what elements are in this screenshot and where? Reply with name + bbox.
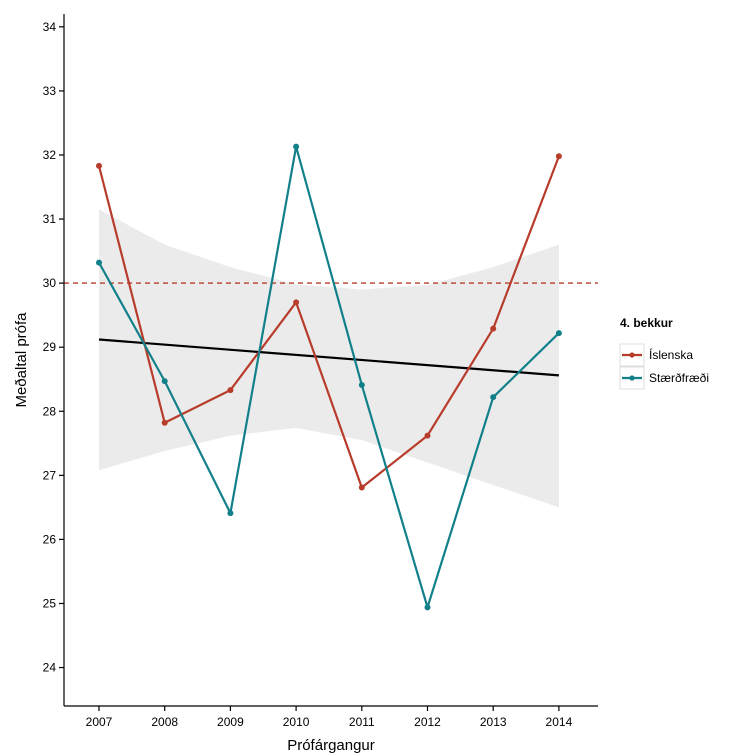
x-tick-label: 2014 xyxy=(546,715,573,729)
axes xyxy=(63,14,598,707)
data-point xyxy=(555,153,562,160)
data-point xyxy=(358,484,365,491)
y-tick-label: 24 xyxy=(43,661,57,675)
y-tick-label: 31 xyxy=(43,212,57,226)
y-tick-label: 28 xyxy=(43,404,57,418)
data-point xyxy=(490,325,497,332)
y-tick-label: 25 xyxy=(43,596,57,610)
data-point xyxy=(227,387,234,394)
legend-title: 4. bekkur xyxy=(620,316,673,330)
y-tick-label: 30 xyxy=(43,276,57,290)
trend-line xyxy=(98,338,559,377)
x-tick-label: 2010 xyxy=(283,715,310,729)
legend-label-staerdfraedi: Stærðfræði xyxy=(649,371,709,385)
x-ticks: 2007 2008 2009 2010 2011 2012 2013 2014 xyxy=(86,706,573,729)
data-point xyxy=(490,394,497,401)
data-point xyxy=(96,162,102,169)
y-ticks: 24 25 26 27 28 29 30 31 32 33 34 xyxy=(43,20,64,675)
y-tick-label: 33 xyxy=(43,84,57,98)
series-staerdfraedi xyxy=(96,143,562,611)
data-point xyxy=(227,510,234,517)
trend-line-layer xyxy=(98,338,559,377)
x-tick-label: 2011 xyxy=(349,715,375,729)
x-tick-label: 2008 xyxy=(151,715,178,729)
legend-key-islenska-point xyxy=(629,352,635,358)
data-point xyxy=(555,330,562,337)
data-point xyxy=(161,378,168,385)
x-axis-title: Prófárgangur xyxy=(287,737,375,754)
x-tick-label: 2012 xyxy=(414,715,441,729)
data-point xyxy=(293,143,300,150)
y-axis-title: Meðaltal prófa xyxy=(13,312,30,408)
data-point xyxy=(424,604,431,611)
x-tick-label: 2013 xyxy=(480,715,507,729)
y-tick-label: 34 xyxy=(43,20,57,34)
y-tick-label: 26 xyxy=(43,532,57,546)
series-islenska xyxy=(96,153,562,491)
data-point xyxy=(293,299,300,306)
y-tick-label: 29 xyxy=(43,340,57,354)
x-tick-label: 2007 xyxy=(86,715,113,729)
data-point xyxy=(161,419,168,426)
series-line xyxy=(97,155,560,489)
legend-key-staerdfraedi-point xyxy=(629,375,635,381)
y-tick-label: 32 xyxy=(43,148,57,162)
data-point xyxy=(96,259,102,266)
x-tick-label: 2009 xyxy=(217,715,244,729)
data-point xyxy=(424,432,431,439)
legend-label-islenska: Íslenska xyxy=(649,347,693,362)
series-layer xyxy=(96,143,562,611)
legend: 4. bekkur Íslenska Stærðfræði xyxy=(619,316,709,390)
series-line xyxy=(98,145,560,609)
y-tick-label: 27 xyxy=(43,468,57,482)
data-point xyxy=(358,381,365,388)
